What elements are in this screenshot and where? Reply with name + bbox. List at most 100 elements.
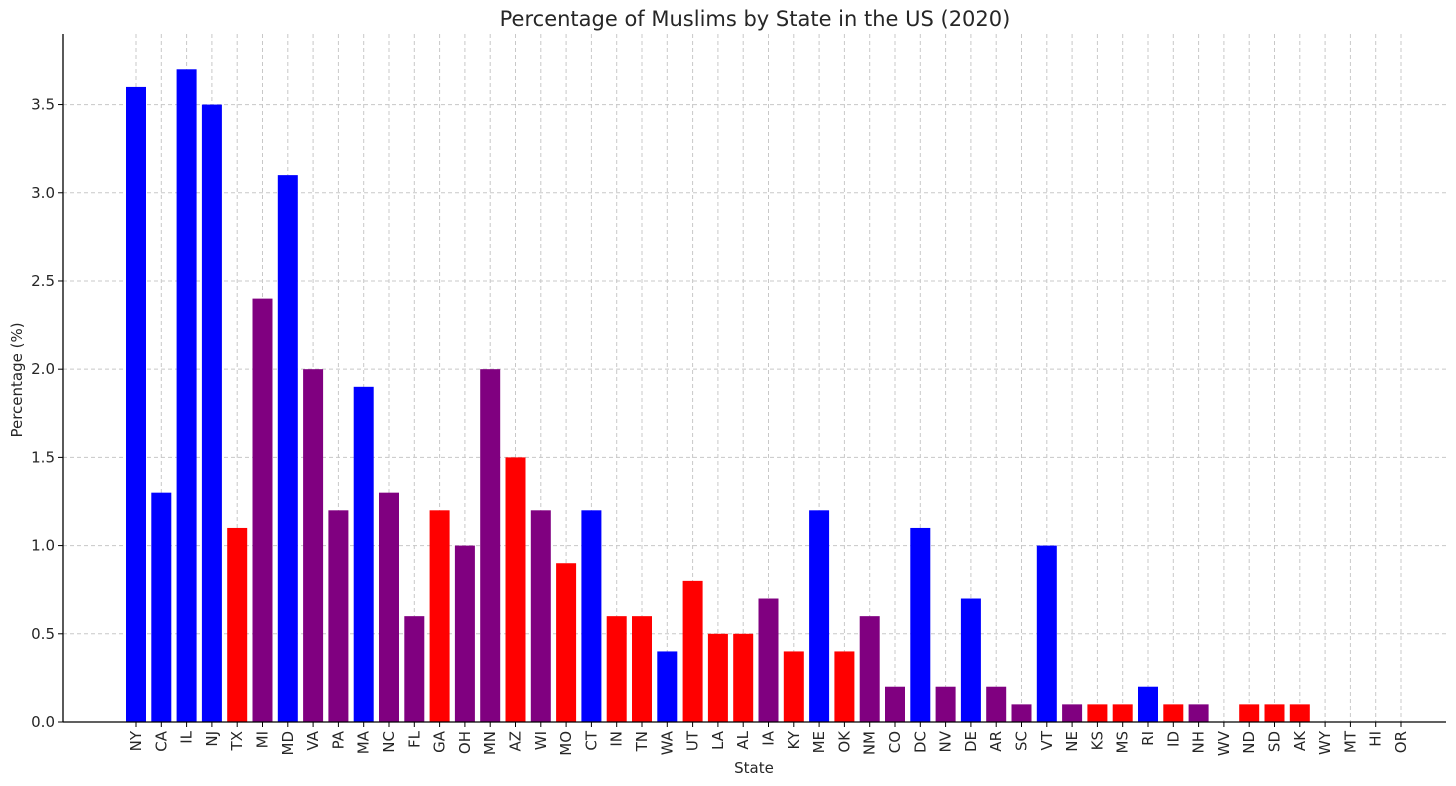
bar-nj bbox=[201, 104, 222, 723]
x-tick-label: MN bbox=[481, 731, 499, 755]
x-tick-label: MI bbox=[254, 731, 272, 748]
x-tick-label: MA bbox=[355, 730, 373, 754]
x-tick-label: AL bbox=[734, 730, 752, 749]
x-tick-label: KS bbox=[1088, 731, 1106, 750]
bar-ky bbox=[783, 651, 804, 722]
bar-ne bbox=[1062, 704, 1083, 722]
x-tick-label: SC bbox=[1013, 731, 1031, 751]
bar-nm bbox=[859, 616, 880, 722]
bar-mn bbox=[480, 369, 501, 722]
x-tick-label: AZ bbox=[507, 731, 525, 752]
bar-la bbox=[707, 633, 728, 722]
x-tick-label: MT bbox=[1341, 730, 1359, 753]
bar-id bbox=[1163, 704, 1184, 722]
y-tick-label: 2.0 bbox=[31, 360, 55, 378]
bar-ny bbox=[126, 86, 146, 722]
x-tick-label: NH bbox=[1190, 731, 1208, 754]
x-tick-label: WY bbox=[1316, 730, 1334, 755]
y-tick-label: 0.5 bbox=[31, 625, 55, 643]
bar-vt bbox=[1036, 545, 1057, 722]
bar-nv bbox=[935, 686, 956, 722]
bar-ri bbox=[1138, 686, 1158, 722]
bar-il bbox=[176, 69, 197, 723]
bar-co bbox=[885, 686, 905, 722]
bar-ak bbox=[1289, 704, 1310, 722]
bar-wa bbox=[657, 651, 678, 722]
x-tick-label: NC bbox=[380, 731, 398, 753]
y-tick-label: 2.5 bbox=[31, 272, 55, 290]
x-axis-label: State bbox=[734, 759, 774, 777]
x-tick-label: VT bbox=[1038, 730, 1056, 750]
x-tick-label: LA bbox=[709, 730, 727, 750]
bar-nc bbox=[379, 492, 399, 722]
bar-ar bbox=[986, 686, 1007, 722]
bar-va bbox=[303, 369, 324, 722]
bar-az bbox=[505, 457, 526, 722]
x-tick-label: NV bbox=[937, 730, 955, 752]
bar-fl bbox=[404, 616, 425, 722]
bar-de bbox=[960, 598, 981, 722]
x-tick-label: AK bbox=[1291, 730, 1309, 751]
bar-tx bbox=[227, 527, 248, 722]
bar-oh bbox=[454, 545, 475, 722]
bar-ks bbox=[1087, 704, 1108, 722]
x-tick-label: VA bbox=[304, 730, 322, 750]
x-tick-label: HI bbox=[1367, 731, 1385, 747]
x-tick-label: IL bbox=[178, 730, 196, 743]
bar-ma bbox=[353, 386, 374, 722]
bar-ms bbox=[1112, 704, 1133, 722]
bar-nh bbox=[1188, 704, 1209, 722]
x-tick-label: TX bbox=[228, 731, 246, 751]
x-tick-label: FL bbox=[405, 730, 423, 748]
bar-tn bbox=[632, 616, 652, 722]
x-tick-label: OH bbox=[456, 731, 474, 754]
bar-pa bbox=[328, 510, 349, 722]
x-tick-label: IN bbox=[608, 731, 626, 747]
x-tick-label: OK bbox=[835, 730, 853, 753]
bar-sc bbox=[1011, 704, 1032, 722]
y-tick-label: 1.0 bbox=[31, 537, 55, 555]
y-axis-label: Percentage (%) bbox=[8, 322, 26, 437]
bars bbox=[126, 69, 1310, 723]
x-tick-label: ME bbox=[810, 731, 828, 753]
x-tick-label: DE bbox=[962, 731, 980, 752]
x-tick-label: TN bbox=[633, 731, 651, 752]
bar-ca bbox=[151, 492, 172, 722]
bar-al bbox=[733, 633, 754, 722]
axes bbox=[62, 34, 1446, 723]
y-tick-label: 1.5 bbox=[31, 448, 55, 466]
bar-dc bbox=[910, 527, 931, 722]
x-tick-label: SD bbox=[1266, 731, 1284, 752]
x-tick-label: NJ bbox=[203, 731, 221, 747]
x-tick-label: CT bbox=[582, 730, 600, 750]
x-tick-label: NE bbox=[1063, 731, 1081, 752]
bar-sd bbox=[1264, 704, 1285, 722]
y-tick-label: 3.0 bbox=[31, 184, 55, 202]
bar-ct bbox=[581, 510, 602, 722]
x-ticks: NY CA IL NJ TX MI MD VA PA MA NC FL GA OH MN AZ WI MO CT IN… bbox=[127, 722, 1410, 756]
x-tick-label: NY bbox=[127, 730, 145, 751]
x-tick-label: PA bbox=[329, 730, 347, 749]
x-tick-label: OR bbox=[1392, 731, 1410, 753]
bar-mi bbox=[252, 298, 273, 722]
bar-mo bbox=[556, 563, 577, 722]
x-tick-label: CA bbox=[152, 730, 170, 751]
x-tick-label: WV bbox=[1215, 730, 1233, 756]
x-tick-label: ID bbox=[1164, 731, 1182, 747]
bar-in bbox=[606, 616, 627, 722]
bar-me bbox=[809, 510, 830, 722]
bar-ok bbox=[834, 651, 855, 722]
x-tick-label: MD bbox=[279, 731, 297, 756]
y-tick-label: 3.5 bbox=[31, 96, 55, 114]
x-tick-label: WI bbox=[532, 731, 550, 750]
bar-md bbox=[277, 175, 298, 723]
chart-title: Percentage of Muslims by State in the US… bbox=[500, 7, 1011, 31]
x-tick-label: UT bbox=[684, 730, 702, 751]
x-tick-label: GA bbox=[431, 730, 449, 753]
x-tick-label: DC bbox=[911, 731, 929, 753]
bar-wi bbox=[530, 510, 551, 722]
bar-ia bbox=[758, 598, 779, 722]
bar-ut bbox=[682, 580, 703, 722]
x-tick-label: WA bbox=[658, 730, 676, 755]
